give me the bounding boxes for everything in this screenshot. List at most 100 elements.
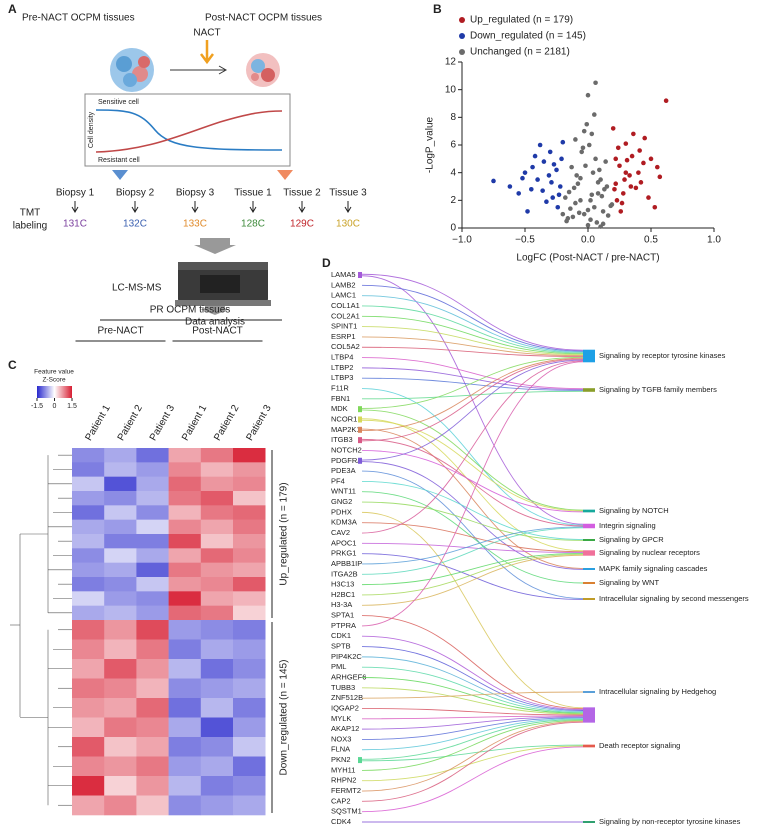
point bbox=[585, 222, 591, 228]
gene-label: MYH11 bbox=[331, 765, 355, 774]
pathway-node bbox=[583, 707, 595, 723]
y-tick-label: 4 bbox=[450, 167, 456, 178]
samples: Biopsy 1 131C Biopsy 2 132C Biopsy 3 133C Tiss… bbox=[56, 188, 367, 230]
gene-label: H3-3A bbox=[331, 600, 352, 609]
link bbox=[361, 305, 584, 354]
heatmap-cell bbox=[233, 534, 266, 549]
column-label: Patient 3 bbox=[244, 403, 273, 443]
heatmap-cell bbox=[233, 462, 266, 477]
heatmap-cell bbox=[136, 698, 169, 718]
pathway-label: Signaling by GPCR bbox=[599, 535, 664, 544]
gene-label: COL1A1 bbox=[331, 301, 360, 310]
point bbox=[507, 184, 513, 189]
point bbox=[581, 128, 587, 134]
point bbox=[568, 206, 573, 211]
link bbox=[361, 356, 584, 409]
arrow bbox=[344, 201, 352, 213]
point bbox=[592, 204, 597, 210]
point bbox=[633, 185, 639, 191]
heatmap-cell bbox=[168, 491, 202, 506]
heatmap-cell bbox=[200, 620, 234, 640]
heatmap-cell bbox=[72, 476, 105, 492]
gene-label: KDM3A bbox=[331, 518, 357, 527]
heatmap-cell bbox=[72, 505, 105, 520]
density-box bbox=[84, 93, 291, 167]
link bbox=[361, 716, 584, 730]
heatmap-cell bbox=[200, 548, 234, 563]
gene-label: PIP4K2C bbox=[331, 652, 362, 661]
point bbox=[516, 191, 521, 196]
pathway-label: Intracellular signaling by second messen… bbox=[599, 594, 749, 603]
pathway-node bbox=[583, 582, 595, 584]
point bbox=[547, 149, 553, 155]
heatmap-cell bbox=[72, 605, 105, 621]
heatmap-cell bbox=[200, 659, 234, 679]
heatmap-cell bbox=[200, 756, 234, 777]
point bbox=[620, 191, 626, 196]
heatmap-cell bbox=[168, 591, 202, 606]
x-tick-label: −1.0 bbox=[452, 235, 472, 246]
point bbox=[569, 164, 574, 170]
point bbox=[593, 156, 598, 162]
link bbox=[361, 691, 584, 699]
heatmap-cell bbox=[104, 476, 137, 492]
gene-label: AKAP12 bbox=[331, 724, 359, 733]
sample-tag: 129C bbox=[290, 219, 314, 230]
gene-label: ESRP1 bbox=[331, 332, 356, 341]
gene-label: PML bbox=[331, 662, 346, 671]
point bbox=[617, 163, 622, 169]
column-label: Patient 1 bbox=[83, 403, 112, 443]
point bbox=[590, 170, 596, 175]
heatmap-cell bbox=[104, 548, 137, 563]
point bbox=[557, 184, 563, 189]
point bbox=[642, 135, 647, 141]
heatmap-cell bbox=[72, 519, 105, 535]
point bbox=[655, 164, 660, 170]
gene-label: RHPN2 bbox=[331, 776, 356, 785]
sample-name: Biopsy 3 bbox=[176, 188, 215, 199]
point bbox=[529, 186, 534, 192]
point bbox=[603, 159, 608, 164]
link bbox=[361, 346, 584, 357]
link bbox=[361, 438, 584, 527]
heatmap-cell bbox=[200, 462, 234, 477]
point bbox=[525, 209, 530, 214]
link bbox=[361, 553, 584, 600]
point bbox=[641, 160, 646, 166]
pathway-node bbox=[583, 509, 595, 513]
pathway-label: Signaling by TGFB family members bbox=[599, 385, 717, 394]
link bbox=[361, 745, 584, 782]
analysis-label: Data analysis bbox=[185, 317, 245, 328]
arrow bbox=[71, 201, 79, 213]
link bbox=[361, 646, 584, 711]
gene-node bbox=[358, 437, 362, 444]
link bbox=[361, 666, 584, 713]
gene-label: LAMB2 bbox=[331, 280, 356, 289]
heatmap-cell bbox=[200, 476, 234, 492]
gene-label: PDGFRA bbox=[331, 456, 362, 465]
point bbox=[629, 153, 635, 159]
gene-label: NCOR1 bbox=[331, 414, 357, 423]
link bbox=[361, 744, 584, 762]
heatmap-cell bbox=[72, 620, 105, 640]
heatmap-cell bbox=[200, 591, 234, 606]
link bbox=[361, 615, 584, 710]
point bbox=[652, 204, 658, 210]
heatmap-cell bbox=[168, 548, 202, 563]
point bbox=[563, 195, 568, 200]
heatmap-cell bbox=[72, 698, 105, 718]
link bbox=[361, 295, 584, 353]
column-label: Patient 2 bbox=[212, 403, 241, 443]
gene-label: LTBP3 bbox=[331, 373, 353, 382]
sample-tag: 128C bbox=[241, 219, 265, 230]
gene-label: MYLK bbox=[331, 714, 351, 723]
link bbox=[361, 358, 584, 442]
arrow bbox=[194, 238, 236, 254]
heatmap-cell bbox=[104, 605, 137, 621]
point bbox=[578, 175, 583, 181]
point bbox=[551, 162, 557, 167]
link bbox=[361, 357, 584, 432]
heatmap-cell bbox=[104, 659, 137, 679]
heatmap-cell bbox=[168, 776, 202, 796]
heatmap-cell bbox=[200, 639, 234, 660]
